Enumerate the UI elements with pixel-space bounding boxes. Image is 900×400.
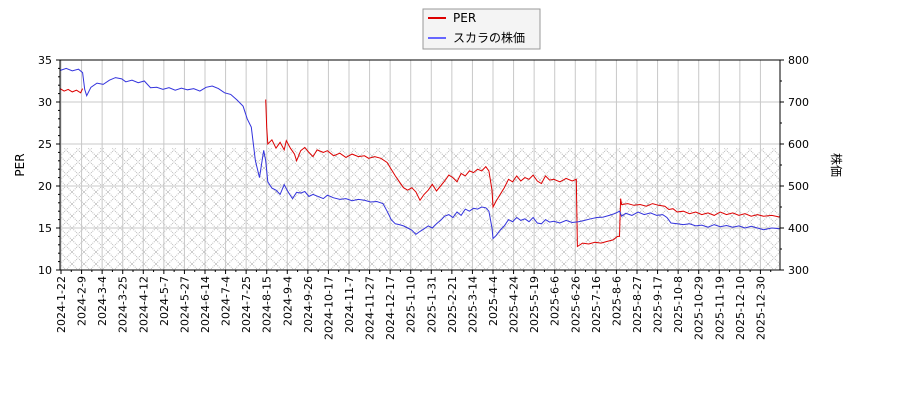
left-y-axis: 10 15 20 25 30 35 (38, 54, 60, 277)
right-axis-title: 株価 (829, 153, 844, 177)
legend-per-label: PER (453, 11, 476, 25)
x-axis: 2024-1-22 2024-2-9 2024-3-4 2024-3-25 2024-4… (55, 270, 772, 340)
left-tick-label: 30 (38, 96, 52, 109)
x-tick-label: 2024-8-15 (261, 276, 274, 333)
data-lines (59, 67, 781, 248)
x-tick-label: 2025-4-4 (487, 276, 500, 326)
right-tick-label: 600 (788, 138, 809, 151)
x-tick-label: 2024-12-17 (384, 276, 397, 340)
x-tick-label: 2024-4-12 (137, 276, 150, 333)
x-tick-label: 2025-5-19 (528, 276, 541, 333)
left-tick-label: 15 (38, 222, 52, 235)
plot-area (59, 59, 781, 271)
x-tick-label: 2025-1-31 (425, 276, 438, 333)
x-tick-label: 2025-8-27 (631, 276, 644, 333)
right-tick-label: 500 (788, 180, 809, 193)
x-tick-label: 2024-7-4 (220, 276, 233, 326)
x-tick-label: 2024-10-17 (322, 276, 335, 340)
x-tick-label: 2025-11-19 (713, 276, 726, 340)
x-tick-label: 2024-7-25 (240, 276, 253, 333)
x-tick-label: 2025-4-24 (508, 276, 521, 333)
legend: PER スカラの株価 (422, 8, 541, 50)
x-tick-label: 2024-2-9 (76, 276, 89, 326)
hatched-region (60, 148, 780, 270)
right-tick-label: 400 (788, 222, 809, 235)
x-tick-label: 2024-6-14 (199, 276, 212, 333)
x-tick-label: 2024-5-27 (178, 276, 191, 333)
x-tick-label: 2025-10-8 (672, 276, 685, 333)
x-tick-label: 2024-9-26 (302, 276, 315, 333)
x-tick-label: 2025-7-16 (590, 276, 603, 333)
left-axis-title: PER (13, 153, 27, 176)
x-tick-label: 2024-11-7 (343, 276, 356, 333)
right-tick-label: 700 (788, 96, 809, 109)
x-tick-label: 2025-6-26 (569, 276, 582, 333)
x-tick-label: 2024-3-25 (117, 276, 130, 333)
x-tick-label: 2025-1-10 (405, 276, 418, 333)
left-tick-label: 10 (38, 264, 52, 277)
right-tick-label: 300 (788, 264, 809, 277)
left-tick-label: 25 (38, 138, 52, 151)
per-line (59, 88, 84, 94)
x-tick-label: 2025-8-6 (610, 276, 623, 326)
x-tick-label: 2025-9-17 (652, 276, 665, 333)
right-y-axis: 300 400 500 600 700 800 (780, 54, 809, 277)
legend-price-label: スカラの株価 (453, 30, 525, 45)
x-tick-label: 2025-2-21 (446, 276, 459, 333)
x-tick-label: 2025-6-6 (549, 276, 562, 326)
x-tick-label: 2024-5-7 (158, 276, 171, 326)
x-tick-label: 2024-11-27 (364, 276, 377, 340)
right-tick-label: 800 (788, 54, 809, 67)
x-tick-label: 2025-12-30 (754, 276, 767, 340)
x-tick-label: 2024-9-4 (281, 276, 294, 326)
left-tick-label: 35 (38, 54, 52, 67)
x-tick-label: 2025-3-14 (466, 276, 479, 333)
x-tick-label: 2025-10-29 (693, 276, 706, 340)
per-line (265, 99, 781, 248)
left-tick-label: 20 (38, 180, 52, 193)
x-tick-label: 2025-12-10 (734, 276, 747, 340)
x-tick-label: 2024-3-4 (96, 276, 109, 326)
price-line (59, 67, 781, 240)
x-tick-label: 2024-1-22 (55, 276, 68, 333)
